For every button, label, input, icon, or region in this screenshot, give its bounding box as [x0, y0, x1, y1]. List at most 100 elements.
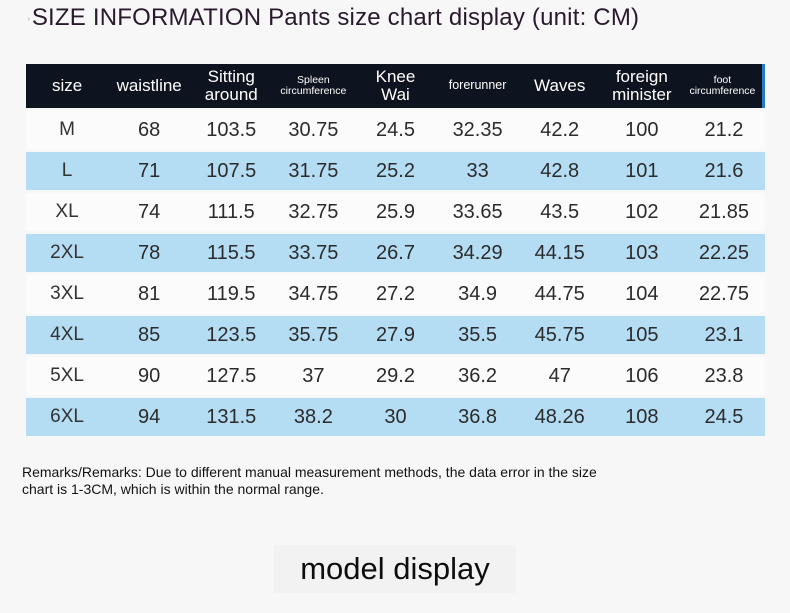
measurement-cell: 42.2 — [518, 111, 601, 149]
measurement-cell: 106 — [600, 357, 683, 395]
measurement-cell: 127.5 — [190, 357, 273, 395]
size-cell: XL — [26, 193, 109, 231]
size-chart-table: size waistline Sitting around Spleen circumfe… — [26, 61, 765, 439]
measurement-cell: 31.75 — [272, 152, 355, 190]
size-cell: 4XL — [26, 316, 109, 354]
measurement-cell: 44.75 — [518, 275, 601, 313]
column-header-label: forerunner — [448, 78, 507, 93]
column-header-label: foreign — [615, 66, 668, 86]
measurement-cell: 26.7 — [354, 234, 437, 272]
measurement-cell: 104 — [600, 275, 683, 313]
measurement-cell: 30 — [354, 398, 437, 436]
page-title-text: SIZE INFORMATION Pants size chart displa… — [31, 4, 640, 31]
column-header-label: foot — [713, 73, 732, 86]
measurement-cell: 74 — [108, 193, 191, 231]
column-header-size: size — [26, 64, 109, 108]
page-title: ,SIZE INFORMATION Pants size chart displ… — [27, 4, 639, 32]
measurement-cell: 68 — [108, 111, 191, 149]
table-row: M 68 103.5 30.75 24.5 32.35 42.2 100 21.2 — [26, 111, 765, 149]
measurement-cell: 45.75 — [518, 316, 601, 354]
measurement-cell: 47 — [518, 357, 601, 395]
measurement-cell: 103 — [600, 234, 683, 272]
measurement-cell: 21.6 — [682, 152, 765, 190]
column-header-knee-wai: Knee Wai — [354, 64, 437, 108]
model-display-section: model display — [0, 545, 790, 593]
measurement-cell: 23.8 — [682, 357, 765, 395]
measurement-cell: 101 — [600, 152, 683, 190]
column-header-waves: Waves — [518, 64, 601, 108]
measurement-cell: 34.9 — [436, 275, 519, 313]
size-chart-header: size waistline Sitting around Spleen circumfe… — [26, 64, 765, 108]
measurement-cell: 21.85 — [682, 193, 765, 231]
measurement-cell: 21.2 — [682, 111, 765, 149]
measurement-cell: 23.1 — [682, 316, 765, 354]
measurement-cell: 71 — [108, 152, 191, 190]
size-cell: 3XL — [26, 275, 109, 313]
measurement-cell: 30.75 — [272, 111, 355, 149]
column-header-label: minister — [612, 85, 672, 104]
table-row: 3XL 81 119.5 34.75 27.2 34.9 44.75 104 22.75 — [26, 275, 765, 313]
column-header-label: Knee — [375, 66, 416, 86]
column-header-label: waistline — [116, 75, 182, 95]
size-cell: 6XL — [26, 398, 109, 436]
column-header-label: circumference — [280, 85, 347, 97]
measurement-cell: 105 — [600, 316, 683, 354]
measurement-cell: 32.35 — [436, 111, 519, 149]
measurement-cell: 43.5 — [518, 193, 601, 231]
table-row: 6XL 94 131.5 38.2 30 36.8 48.26 108 24.5 — [26, 398, 765, 436]
remarks-text: Remarks/Remarks: Due to different manual… — [22, 464, 597, 497]
title-artifact-mark: , — [27, 7, 31, 22]
measurement-cell: 35.5 — [436, 316, 519, 354]
column-header-label: around — [204, 85, 258, 104]
column-header-forerunner: forerunner — [436, 64, 519, 108]
table-row: XL 74 111.5 32.75 25.9 33.65 43.5 102 21.85 — [26, 193, 765, 231]
measurement-cell: 42.8 — [518, 152, 601, 190]
measurement-cell: 32.75 — [272, 193, 355, 231]
measurement-cell: 37 — [272, 357, 355, 395]
table-row: L 71 107.5 31.75 25.2 33 42.8 101 21.6 — [26, 152, 765, 190]
measurement-cell: 103.5 — [190, 111, 273, 149]
measurement-cell: 34.75 — [272, 275, 355, 313]
table-row: 5XL 90 127.5 37 29.2 36.2 47 106 23.8 — [26, 357, 765, 395]
measurement-cell: 24.5 — [682, 398, 765, 436]
measurement-cell: 85 — [108, 316, 191, 354]
size-chart-body: M 68 103.5 30.75 24.5 32.35 42.2 100 21.2 L 71 107.… — [26, 111, 765, 436]
measurement-cell: 25.2 — [354, 152, 437, 190]
table-row: 4XL 85 123.5 35.75 27.9 35.5 45.75 105 23.1 — [26, 316, 765, 354]
model-display-heading: model display — [274, 545, 516, 593]
measurement-cell: 94 — [108, 398, 191, 436]
size-cell: 5XL — [26, 357, 109, 395]
column-header-label: size — [51, 75, 83, 95]
column-header-waistline: waistline — [108, 64, 191, 108]
measurement-cell: 123.5 — [190, 316, 273, 354]
measurement-cell: 36.2 — [436, 357, 519, 395]
measurement-cell: 29.2 — [354, 357, 437, 395]
measurement-cell: 108 — [600, 398, 683, 436]
measurement-cell: 81 — [108, 275, 191, 313]
measurement-cell: 102 — [600, 193, 683, 231]
measurement-cell: 35.75 — [272, 316, 355, 354]
measurement-cell: 33.75 — [272, 234, 355, 272]
measurement-cell: 107.5 — [190, 152, 273, 190]
column-header-label: Wai — [381, 85, 410, 104]
measurement-cell: 33.65 — [436, 193, 519, 231]
column-header-label: Sitting — [207, 66, 255, 86]
measurement-cell: 115.5 — [190, 234, 273, 272]
column-header-foot-circumference: foot circumference — [682, 64, 765, 108]
measurement-cell: 131.5 — [190, 398, 273, 436]
measurement-cell: 24.5 — [354, 111, 437, 149]
measurement-cell: 25.9 — [354, 193, 437, 231]
measurement-cell: 111.5 — [190, 193, 273, 231]
size-cell: L — [26, 152, 109, 190]
column-header-spleen-circumference: Spleen circumference — [272, 64, 355, 108]
measurement-cell: 44.15 — [518, 234, 601, 272]
measurement-cell: 78 — [108, 234, 191, 272]
measurement-cell: 22.75 — [682, 275, 765, 313]
table-row: 2XL 78 115.5 33.75 26.7 34.29 44.15 103 22.25 — [26, 234, 765, 272]
header-row: size waistline Sitting around Spleen circumfe… — [26, 64, 765, 108]
measurement-cell: 22.25 — [682, 234, 765, 272]
column-header-sitting-around: Sitting around — [190, 64, 273, 108]
measurement-cell: 100 — [600, 111, 683, 149]
measurement-cell: 119.5 — [190, 275, 273, 313]
